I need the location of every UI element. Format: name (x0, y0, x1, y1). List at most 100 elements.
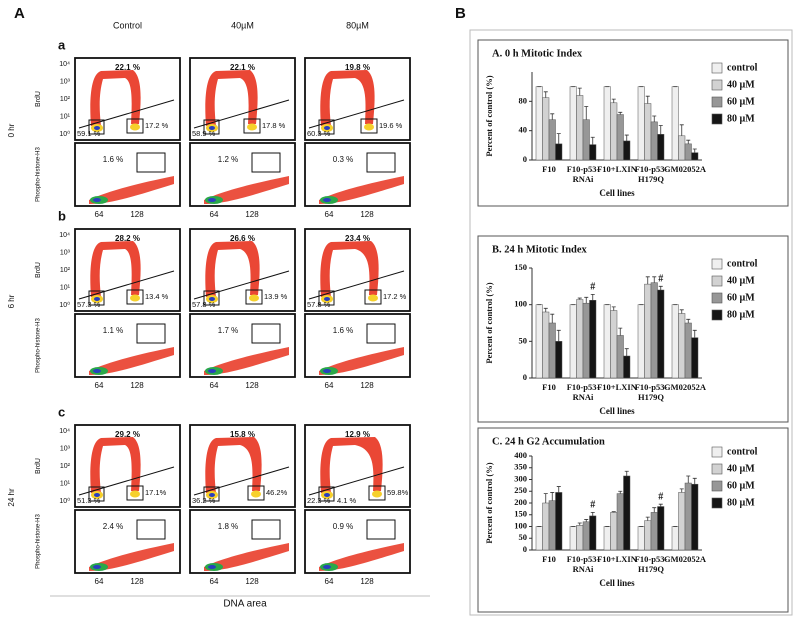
error-bar (618, 490, 623, 494)
percent-label: 1.7 % (218, 326, 238, 335)
bar (610, 512, 618, 551)
flow-panel: 23.4 % 57.8 % 17.2 % (304, 228, 411, 312)
x-tick-label: F10 (542, 164, 556, 174)
percent-label: 23.4 % (345, 234, 370, 243)
bar (616, 114, 624, 161)
x-tick-label: 64 (95, 381, 104, 390)
gate-box (318, 486, 335, 502)
bar (616, 493, 624, 551)
bar (623, 355, 631, 379)
error-bar (556, 486, 561, 493)
bar (644, 283, 652, 379)
legend-label: 40 µM (727, 463, 755, 474)
category-label-box: F10-p53- H179Q (634, 382, 668, 402)
bar (610, 102, 618, 161)
error-bar (652, 276, 657, 283)
chart-title: C. 24 h G2 Accumulation (492, 436, 605, 447)
column-header: 40µM (231, 20, 254, 30)
gate-line (308, 270, 405, 300)
gate-box (247, 485, 265, 501)
bar (650, 282, 658, 379)
bar (691, 152, 699, 161)
percent-label: 19.6 % (379, 121, 403, 130)
flow-panel: 2.4 % (74, 509, 181, 574)
error-bar (611, 306, 616, 311)
cell-population (319, 347, 404, 375)
error-bar (645, 516, 650, 521)
category-label-box: GM02052A (664, 382, 706, 392)
legend-label: control (727, 62, 758, 73)
bar (691, 337, 699, 379)
legend-swatch (711, 446, 723, 458)
gate-box (88, 486, 105, 502)
gate-box (368, 485, 386, 501)
bar (678, 135, 686, 161)
y-tick-label: 250 (514, 485, 527, 495)
bar (637, 526, 645, 551)
bar (678, 492, 686, 551)
gate-line (78, 270, 175, 300)
bar (548, 119, 556, 161)
gate-box (126, 485, 144, 501)
error-bar (624, 470, 629, 476)
x-tick-label: 64 (210, 577, 219, 586)
error-bar (584, 519, 589, 522)
panel-frame (469, 29, 793, 616)
cell-population (89, 176, 174, 204)
column-header: 80µM (346, 20, 369, 30)
bar (603, 86, 611, 161)
cell-population (319, 176, 404, 204)
cell-cluster (94, 297, 100, 301)
legend-swatch (711, 96, 723, 108)
y-tick-label: 40 (519, 125, 528, 135)
x-axis-label: DNA area (223, 599, 267, 610)
bar (657, 134, 665, 161)
y-axis-label: Percent of control (%) (484, 75, 494, 156)
panel-label: B (455, 5, 466, 22)
cell-cluster (130, 294, 140, 302)
bar (684, 322, 692, 379)
x-tick-label: F10-p53- H179Q (634, 382, 668, 402)
gate-line (78, 99, 175, 129)
legend-label: 60 µM (727, 96, 755, 107)
flow-panel: 15.8 % 36.2 % 46.2% (189, 424, 296, 508)
cell-cluster (368, 294, 378, 302)
bar (671, 86, 679, 161)
y-tick-label: 10⁰ (59, 497, 70, 505)
legend-label: control (727, 446, 758, 457)
error-bar (658, 503, 663, 507)
gate-box (251, 323, 281, 344)
cell-population (204, 347, 289, 375)
x-tick-label: F10-p53- RNAi (566, 382, 600, 402)
bar (582, 119, 590, 161)
percent-label: 1.6 % (103, 155, 123, 164)
gate-box (364, 289, 382, 305)
percent-label: 1.8 % (218, 522, 238, 531)
y-tick-label: 10² (60, 267, 71, 274)
cell-cluster (93, 198, 101, 202)
percent-label: 28.2 % (115, 234, 140, 243)
x-tick-label: 128 (360, 381, 374, 390)
x-tick-label: GM02052A (663, 554, 707, 564)
error-bar (679, 124, 684, 136)
error-bar (611, 511, 616, 513)
error-bar (618, 111, 623, 115)
x-tick-label: 64 (210, 381, 219, 390)
percent-label: 36.2 % (192, 496, 216, 505)
gate-box (136, 152, 166, 173)
error-bar (577, 297, 582, 300)
flow-panel: 1.6 % (304, 313, 411, 378)
gate-box (136, 519, 166, 540)
bar (576, 299, 584, 379)
error-bar (624, 134, 629, 141)
bar (684, 482, 692, 551)
chart-frame (477, 427, 789, 613)
y-tick-label: 10⁴ (59, 428, 70, 435)
percent-label: 51.3 % (77, 496, 101, 505)
annotation: # (590, 500, 595, 511)
category-label-box: F10-p53- H179Q (635, 164, 668, 184)
gate-line (78, 466, 175, 496)
error-bar (652, 115, 657, 122)
y-axis-label: Phospho-histone-H3 (36, 513, 42, 568)
